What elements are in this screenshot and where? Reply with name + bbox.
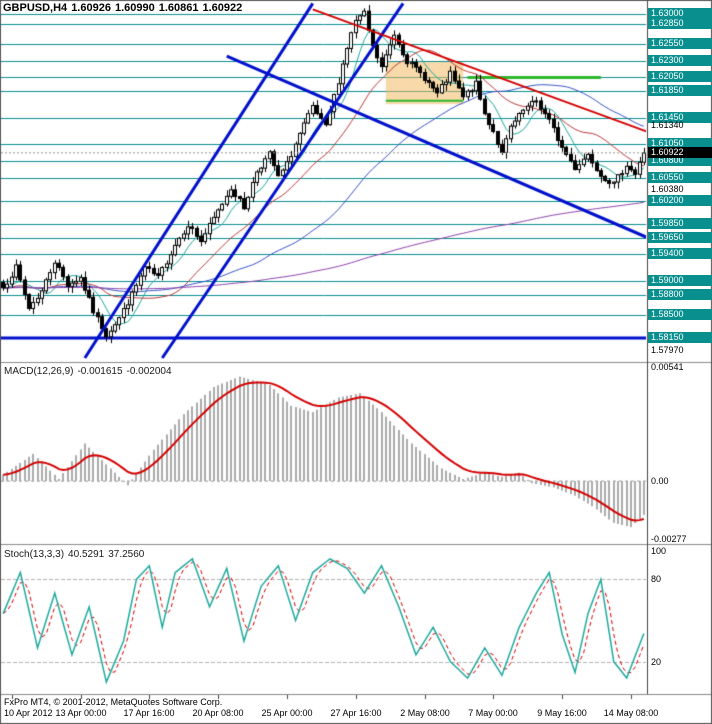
panel-divider-stoch[interactable] bbox=[0, 543, 712, 546]
macd-signal-value: -0.002004 bbox=[126, 366, 172, 377]
quote-high: 1.60990 bbox=[114, 2, 155, 14]
quote-low: 1.60861 bbox=[158, 2, 199, 14]
quote-close: 1.60922 bbox=[202, 2, 243, 14]
symbol-timeframe: GBPUSD,H4 bbox=[3, 2, 68, 14]
stoch-label: Stoch(13,3,3) bbox=[4, 549, 65, 560]
macd-header: MACD(12,26,9) -0.001615 -0.002004 bbox=[4, 366, 172, 377]
stoch-signal-value: 37.2560 bbox=[108, 549, 145, 560]
macd-label: MACD(12,26,9) bbox=[4, 366, 74, 377]
macd-value: -0.001615 bbox=[77, 366, 123, 377]
price-scale[interactable] bbox=[647, 0, 712, 695]
chart-title: GBPUSD,H4 1.60926 1.60990 1.60861 1.60922 bbox=[3, 2, 242, 14]
panel-divider-macd[interactable] bbox=[0, 361, 712, 364]
quote-open: 1.60926 bbox=[71, 2, 111, 14]
stoch-value: 40.5291 bbox=[68, 549, 105, 560]
copyright-text: FxPro MT4, © 2001-2012, MetaQuotes Softw… bbox=[4, 697, 223, 707]
stoch-header: Stoch(13,3,3) 40.5291 37.2560 bbox=[4, 549, 144, 560]
